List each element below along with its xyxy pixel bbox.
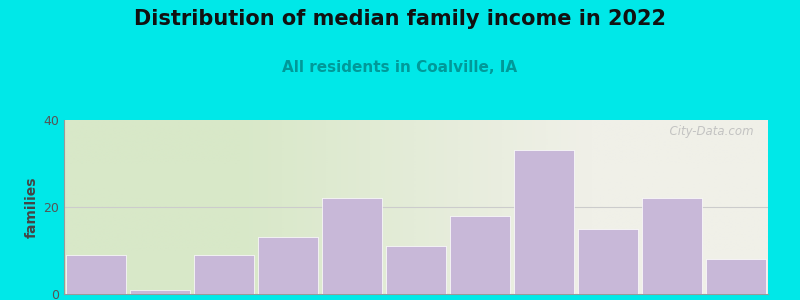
Bar (258, 238, 318, 294)
Bar (514, 150, 574, 294)
Bar (642, 198, 702, 294)
Bar (578, 229, 638, 294)
Bar (130, 290, 190, 294)
Bar (706, 259, 766, 294)
Text: City-Data.com: City-Data.com (662, 125, 754, 138)
Bar (66, 255, 126, 294)
Text: Distribution of median family income in 2022: Distribution of median family income in … (134, 9, 666, 29)
Bar (194, 255, 254, 294)
Bar (386, 246, 446, 294)
Bar (450, 216, 510, 294)
Text: All residents in Coalville, IA: All residents in Coalville, IA (282, 60, 518, 75)
Bar (322, 198, 382, 294)
Y-axis label: families: families (25, 176, 39, 238)
